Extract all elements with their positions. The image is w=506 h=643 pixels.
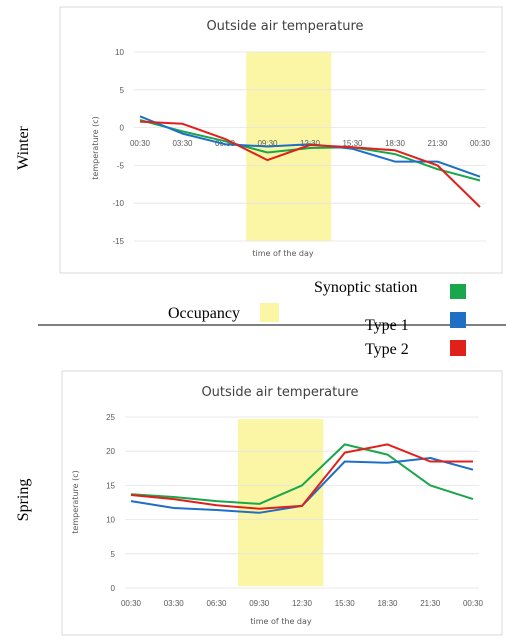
winter-x-axis-label: time of the day — [252, 249, 314, 258]
winter-y-tick-label: 10 — [115, 48, 124, 57]
legend-type1-swatch — [450, 312, 466, 328]
winter-season-label: Winter — [15, 125, 32, 169]
legend-type2-swatch — [450, 340, 466, 356]
spring-plot-area: 25 20 15 10 5 0 00:30 03:30 06:30 09:30 12:30 15:30… — [106, 413, 483, 608]
spring-y-tick-label: 5 — [111, 550, 116, 559]
spring-x-tick-label: 21:30 — [420, 599, 441, 608]
spring-season-label: Spring — [15, 479, 32, 522]
winter-chart-title: Outside air temperature — [206, 19, 363, 34]
winter-y-tick-label: -10 — [112, 199, 124, 208]
legend-type2-label: Type 2 — [365, 341, 409, 358]
spring-series-type-2 — [130, 443, 473, 510]
winter-x-tick-label: 18:30 — [385, 139, 406, 148]
winter-y-tick-label: -5 — [117, 161, 125, 170]
spring-x-tick-label: 12:30 — [292, 599, 313, 608]
spring-chart-title: Outside air temperature — [201, 385, 358, 400]
spring-x-tick-label: 00:30 — [463, 599, 484, 608]
winter-series-synoptic-station — [139, 119, 481, 182]
winter-x-tick-label: 15:30 — [342, 139, 363, 148]
spring-y-tick-label: 25 — [106, 413, 115, 422]
legend-synoptic-label: Synoptic station — [314, 279, 418, 296]
spring-x-tick-label: 03:30 — [164, 599, 185, 608]
spring-x-tick-label: 06:30 — [206, 599, 227, 608]
winter-x-tick-label: 00:30 — [130, 139, 151, 148]
winter-x-tick-label: 21:30 — [427, 139, 448, 148]
winter-y-tick-label: 5 — [120, 86, 125, 95]
spring-x-tick-label: 00:30 — [121, 599, 142, 608]
winter-y-tick-label: -15 — [112, 237, 124, 246]
spring-y-tick-label: 15 — [106, 481, 115, 490]
spring-y-tick-label: 10 — [106, 516, 115, 525]
winter-y-tick-label: 0 — [120, 124, 125, 133]
winter-y-axis-label: temperature (c) — [91, 116, 100, 179]
spring-x-axis-label: time of the day — [250, 617, 312, 626]
spring-series-synoptic-station — [130, 443, 474, 505]
spring-y-axis-label: temperature (c) — [71, 470, 80, 533]
spring-y-tick-label: 0 — [111, 584, 116, 593]
legend-occupancy-swatch — [260, 303, 279, 322]
winter-x-tick-label: 00:30 — [470, 139, 491, 148]
spring-x-tick-label: 09:30 — [249, 599, 270, 608]
spring-x-tick-label: 18:30 — [377, 599, 398, 608]
legend-synoptic-swatch — [450, 284, 466, 299]
spring-y-tick-label: 20 — [106, 447, 115, 456]
winter-x-tick-label: 09:30 — [257, 139, 278, 148]
legend-type1-label: Type 1 — [365, 317, 409, 334]
winter-series-type-2 — [139, 120, 481, 208]
spring-x-tick-label: 15:30 — [335, 599, 356, 608]
legend-occupancy-label: Occupancy — [168, 305, 240, 322]
winter-x-tick-label: 03:30 — [172, 139, 193, 148]
